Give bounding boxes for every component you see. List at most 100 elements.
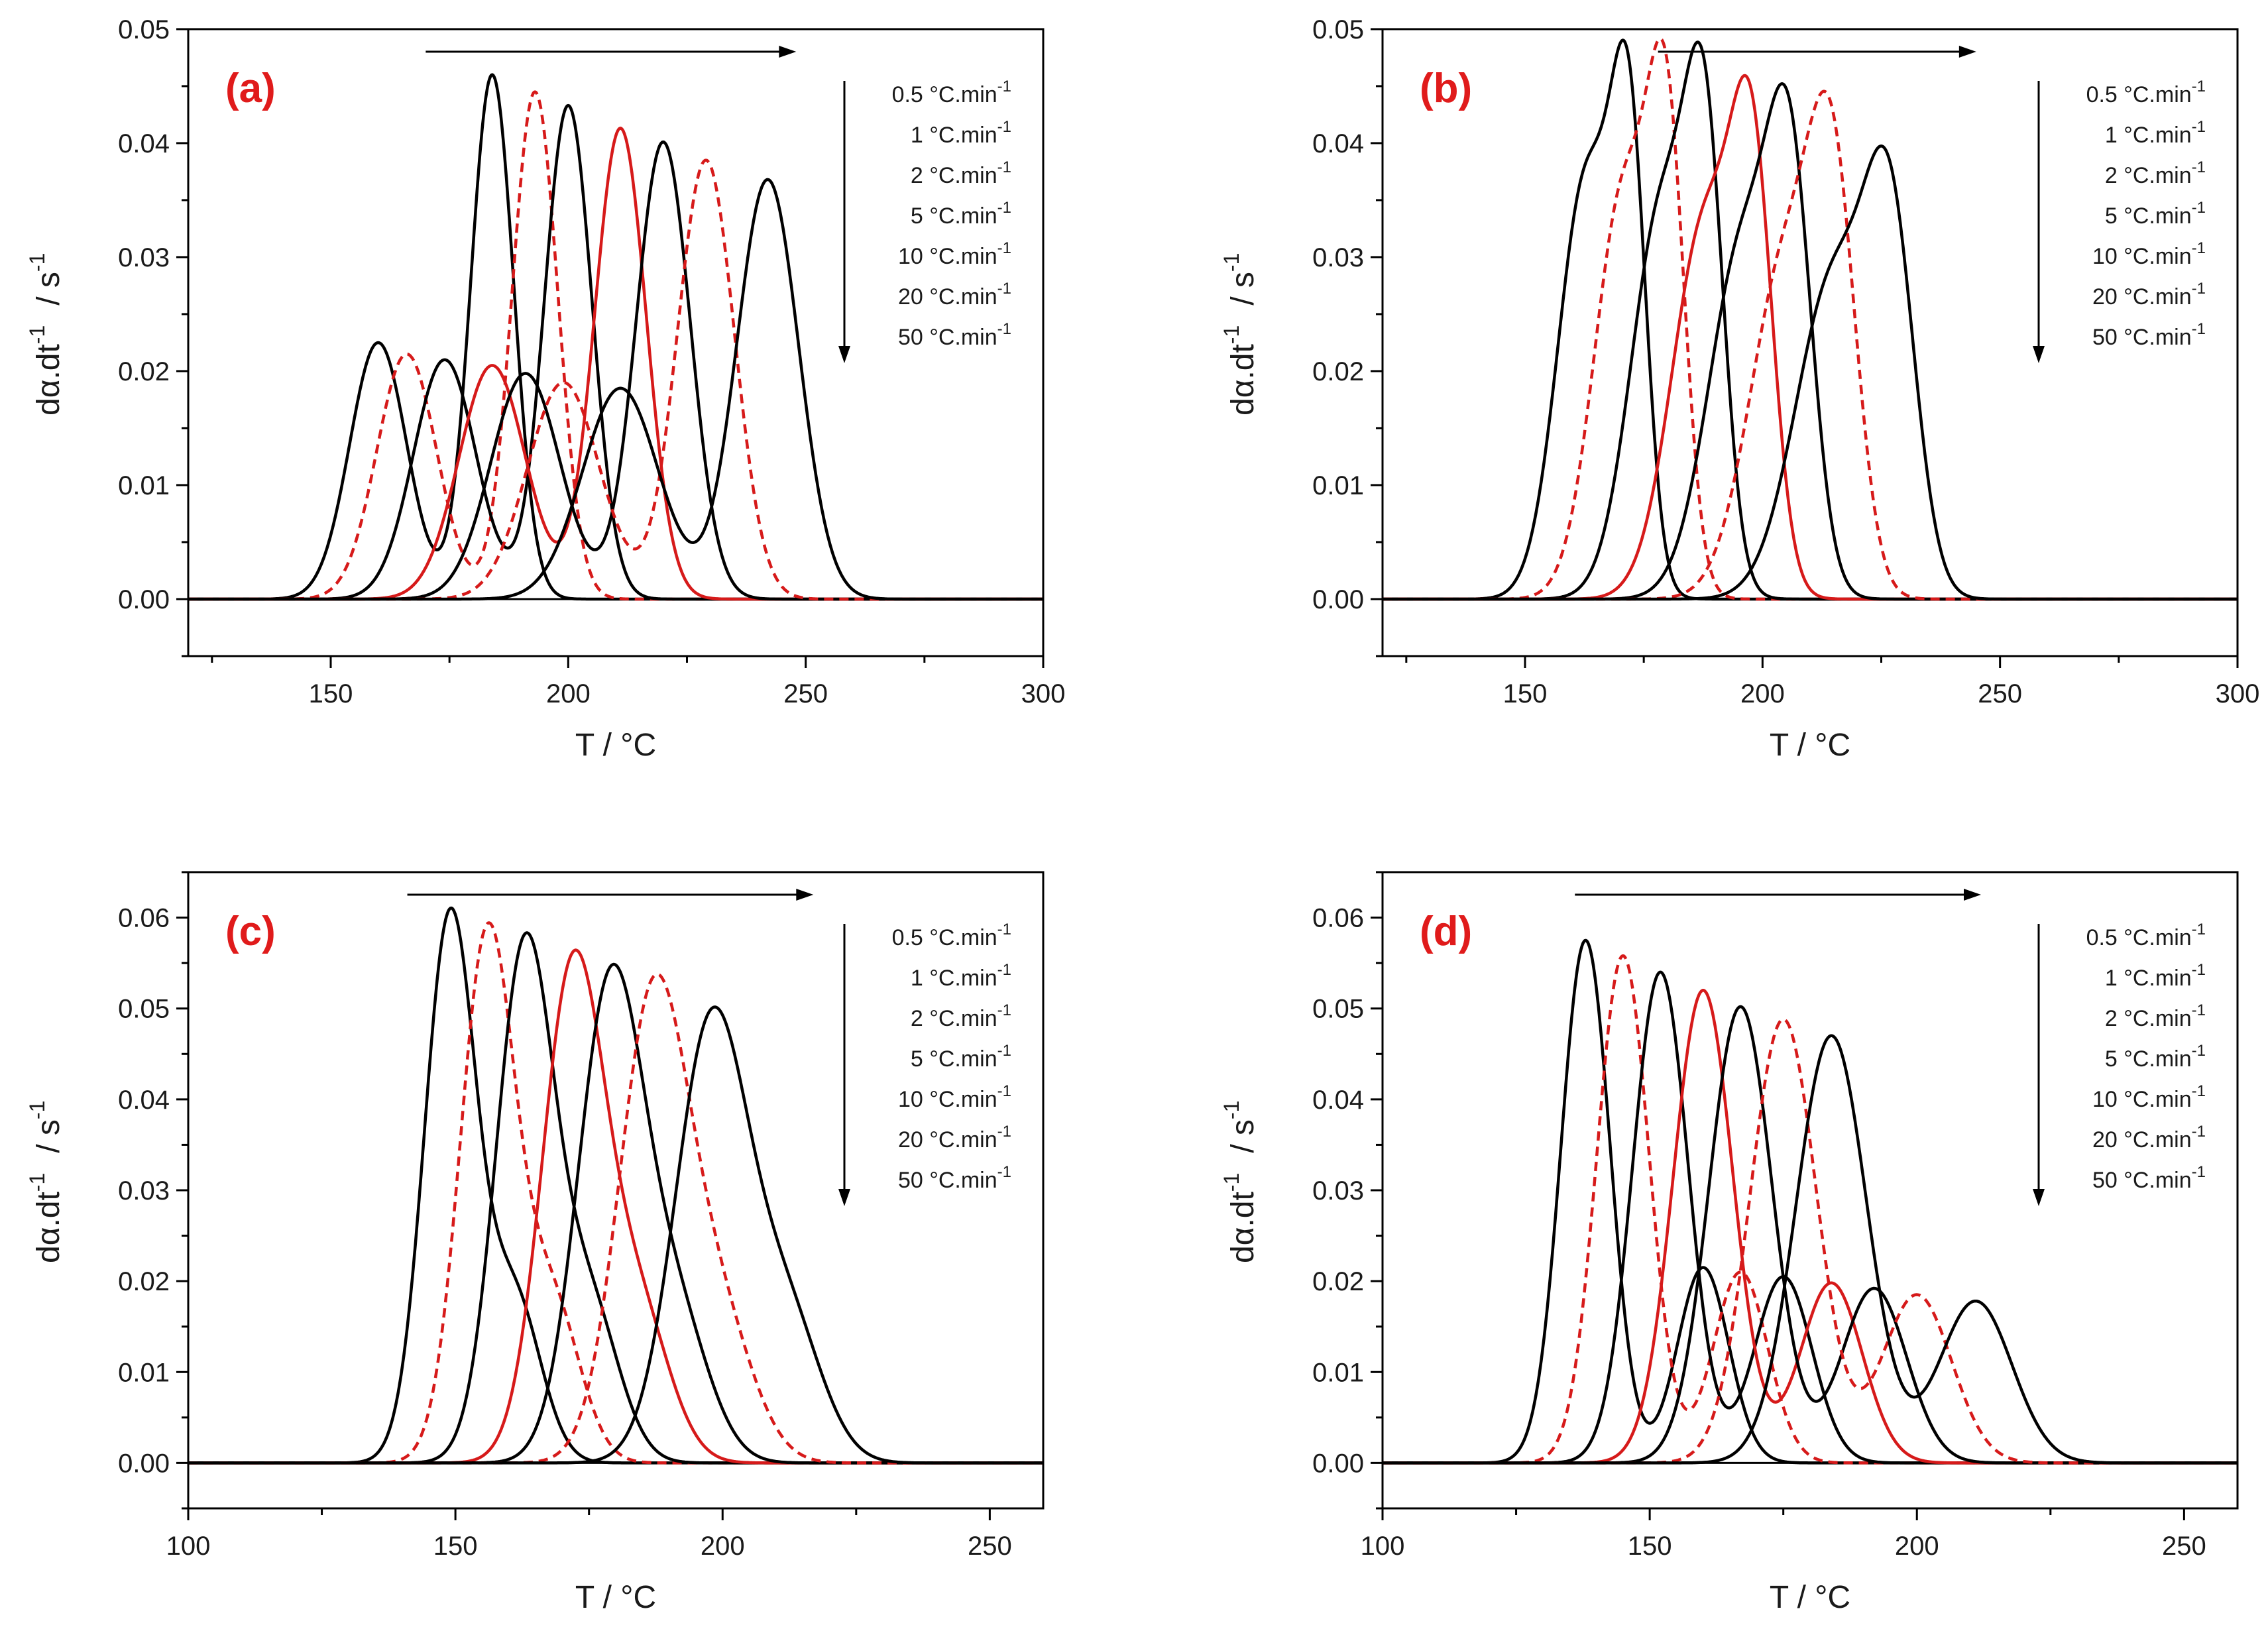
legend-entry-exp: -1 (997, 199, 1011, 217)
legend-entry: 2 °C.min-1 (2105, 1001, 2206, 1031)
x-tick-label: 300 (1021, 679, 1066, 708)
y-tick-label: 0.00 (1312, 1449, 1364, 1478)
x-tick-label: 100 (1361, 1532, 1405, 1561)
shift-arrow-head (796, 889, 814, 901)
legend-entry-exp: -1 (997, 1163, 1011, 1181)
x-tick-label: 150 (433, 1532, 478, 1561)
legend-entry: 10 °C.min-1 (898, 239, 1011, 269)
legend-entry: 50 °C.min-1 (2092, 1163, 2206, 1193)
legend-entry-exp: -1 (997, 320, 1011, 338)
legend-entry-label: 0.5 °C.min (2086, 82, 2192, 107)
legend-entry-label: 20 °C.min (2092, 1127, 2192, 1152)
x-tick-label: 250 (783, 679, 828, 708)
legend-entry-label: 20 °C.min (898, 1127, 997, 1152)
legend-entry: 2 °C.min-1 (911, 1001, 1011, 1031)
legend-arrow-head (838, 346, 850, 363)
legend-entry-exp: -1 (997, 1082, 1011, 1100)
legend-entry-label: 5 °C.min (911, 1046, 997, 1072)
legend-entry-label: 1 °C.min (2105, 123, 2192, 148)
legend-entry: 0.5 °C.min-1 (2086, 78, 2206, 107)
legend-entry-label: 5 °C.min (2105, 203, 2192, 229)
legend-entry: 2 °C.min-1 (911, 158, 1011, 188)
legend-entry-exp: -1 (997, 239, 1011, 257)
legend-entry-exp: -1 (2192, 280, 2206, 298)
y-tick-label: 0.02 (1312, 1267, 1364, 1296)
legend-entry-exp: -1 (2192, 158, 2206, 176)
legend-entry-label: 1 °C.min (911, 966, 997, 991)
y-tick-label: 0.01 (1312, 1358, 1364, 1387)
legend-entry: 50 °C.min-1 (898, 1163, 1011, 1193)
legend-entry-exp: -1 (2192, 239, 2206, 257)
legend-entry-exp: -1 (997, 961, 1011, 979)
legend-entry-exp: -1 (2192, 1001, 2206, 1019)
x-tick-label: 200 (1895, 1532, 1939, 1561)
legend-entry: 5 °C.min-1 (2105, 1042, 2206, 1072)
legend-entry: 1 °C.min-1 (2105, 118, 2206, 148)
legend-entry-exp: -1 (997, 1042, 1011, 1060)
y-axis-label-unit-exp: -1 (25, 253, 49, 272)
legend-entry: 1 °C.min-1 (911, 118, 1011, 148)
panel-a: 150 200 250 300 0.00 0.01 0.02 0.03 0.04 0.05 T / … (25, 15, 1065, 763)
y-axis-label-exp: -1 (1219, 325, 1243, 344)
legend-entry: 20 °C.min-1 (898, 280, 1011, 309)
legend-entry: 10 °C.min-1 (2092, 1082, 2206, 1112)
legend-entry-exp: -1 (997, 280, 1011, 298)
y-tick-label: 0.02 (1312, 357, 1364, 386)
series-group (1383, 938, 2238, 1465)
legend-entry-exp: -1 (2192, 1082, 2206, 1100)
legend-arrow-head (2033, 1189, 2045, 1206)
legend-entry: 10 °C.min-1 (898, 1082, 1011, 1112)
y-tick-label: 0.03 (118, 1176, 170, 1206)
y-axis-label: dα.dt-1/ s-1 (1219, 253, 1261, 416)
legend-entry-exp: -1 (2192, 199, 2206, 217)
legend-entry: 10 °C.min-1 (2092, 239, 2206, 269)
y-tick-label: 0.04 (118, 1086, 170, 1115)
legend-entry-label: 1 °C.min (911, 123, 997, 148)
shift-arrow-head (1964, 889, 1981, 901)
x-tick-label: 200 (1740, 679, 1785, 708)
x-tick-label: 250 (1978, 679, 2022, 708)
series-line-3 (1383, 970, 2238, 1465)
legend-entry-label: 2 °C.min (911, 163, 997, 188)
legend-entry-exp: -1 (2192, 320, 2206, 338)
legend-entry-label: 50 °C.min (2092, 1168, 2192, 1193)
legend-entry-exp: -1 (997, 158, 1011, 176)
x-tick-label: 150 (1503, 679, 1548, 708)
series-group (188, 73, 1043, 601)
x-axis-label: T / °C (575, 728, 656, 763)
y-axis-label-exp: -1 (1219, 1173, 1243, 1192)
y-axis-label-main: dα.dt (31, 344, 66, 416)
y-axis-label: dα.dt-1/ s-1 (1219, 1101, 1261, 1263)
legend-entry-exp: -1 (2192, 118, 2206, 136)
legend-entry-label: 50 °C.min (2092, 325, 2192, 350)
x-axis-label: T / °C (1770, 728, 1850, 763)
y-axis-label-unit-exp: -1 (1219, 253, 1243, 272)
panel-c: 100 150 200 250 0.00 0.01 0.02 0.03 0.04 0.05 0.06… (25, 871, 1045, 1615)
x-tick-label: 200 (701, 1532, 745, 1561)
legend-entry: 2 °C.min-1 (2105, 158, 2206, 188)
series-line-2 (1383, 954, 2238, 1465)
legend-entry-exp: -1 (2192, 1123, 2206, 1141)
legend-entry: 0.5 °C.min-1 (2086, 921, 2206, 950)
legend-entry-label: 10 °C.min (898, 244, 997, 269)
y-axis-label-unit: / s (1225, 272, 1261, 306)
y-axis-label-main: dα.dt (31, 1192, 66, 1263)
legend-entry-label: 0.5 °C.min (892, 82, 997, 107)
legend-entry: 5 °C.min-1 (911, 1042, 1011, 1072)
x-tick-label: 300 (2216, 679, 2260, 708)
legend-arrow-head (838, 1189, 850, 1206)
legend-entry-label: 1 °C.min (2105, 966, 2192, 991)
legend-entry-label: 5 °C.min (2105, 1046, 2192, 1072)
legend-entry: 1 °C.min-1 (2105, 961, 2206, 991)
y-tick-label: 0.05 (1312, 995, 1364, 1024)
y-tick-label: 0.00 (118, 585, 170, 614)
legend-entry: 0.5 °C.min-1 (892, 921, 1011, 950)
y-axis-label-unit: / s (31, 1119, 66, 1153)
series-line-7 (188, 178, 1043, 601)
legend-entry: 1 °C.min-1 (911, 961, 1011, 991)
legend-entry-label: 10 °C.min (2092, 244, 2192, 269)
series-group (1383, 36, 2238, 601)
y-tick-label: 0.04 (1312, 1086, 1364, 1115)
x-axis-label: T / °C (1770, 1580, 1850, 1615)
x-tick-label: 250 (968, 1532, 1012, 1561)
